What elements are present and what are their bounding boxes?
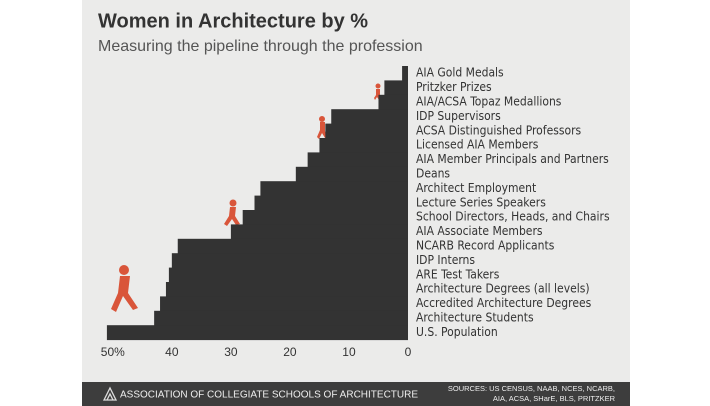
category-label: Lecture Series Speakers xyxy=(416,195,546,209)
bar xyxy=(160,296,408,312)
x-tick-label: 30 xyxy=(224,345,238,359)
bar xyxy=(230,224,408,240)
category-label: Architecture Students xyxy=(416,311,534,325)
x-tick-label: 20 xyxy=(283,345,297,359)
bar xyxy=(295,166,408,182)
category-label: School Directors, Heads, and Chairs xyxy=(416,210,610,224)
footer-bar xyxy=(82,382,630,406)
category-label: IDP Interns xyxy=(416,253,475,267)
category-label: Deans xyxy=(416,167,450,181)
category-label: Licensed AIA Members xyxy=(416,138,539,152)
category-label: ARE Test Takers xyxy=(416,267,500,281)
bar xyxy=(177,238,408,254)
x-tick-label: 10 xyxy=(342,345,356,359)
bar xyxy=(154,310,408,326)
category-label: Pritzker Prizes xyxy=(416,80,492,94)
bar xyxy=(260,181,408,197)
bar xyxy=(307,152,408,168)
bar xyxy=(402,66,408,81)
x-tick-label: 40 xyxy=(165,345,179,359)
bar xyxy=(331,109,408,125)
bar xyxy=(242,210,408,225)
category-label: Architecture Degrees (all levels) xyxy=(416,282,590,296)
x-tick-label: 50% xyxy=(101,345,125,359)
bar xyxy=(378,94,408,110)
bar xyxy=(325,123,408,139)
category-label: NCARB Record Applicants xyxy=(416,239,555,253)
climber-figures xyxy=(111,83,382,312)
bar xyxy=(171,253,408,269)
category-label: Architect Employment xyxy=(416,181,536,195)
category-label: AIA/ACSA Topaz Medallions xyxy=(416,95,562,109)
bar xyxy=(168,267,408,283)
footer-sources: AIA, ACSA, SHarE, BLS, PRITZKER xyxy=(493,394,616,403)
bar xyxy=(384,80,408,96)
category-label: AIA Gold Medals xyxy=(416,66,504,80)
bar xyxy=(254,195,408,211)
bar xyxy=(106,325,409,341)
category-label: U.S. Population xyxy=(416,325,498,339)
category-label: ACSA Distinguished Professors xyxy=(416,123,582,137)
bar xyxy=(165,282,408,297)
category-label: Accredited Architecture Degrees xyxy=(416,296,592,310)
category-label: IDP Supervisors xyxy=(416,109,501,123)
logo xyxy=(102,386,118,401)
category-label: AIA Member Principals and Partners xyxy=(416,152,609,166)
chart-subtitle: Measuring the pipeline through the profe… xyxy=(98,38,423,55)
bar xyxy=(319,138,408,153)
footer-organization: ASSOCIATION OF COLLEGIATE SCHOOLS OF ARC… xyxy=(120,390,418,401)
x-tick-label: 0 xyxy=(405,345,412,359)
chart-title: Women in Architecture by % xyxy=(98,10,368,32)
footer-sources: SOURCES: US CENSUS, NAAB, NCES, NCARB, xyxy=(448,384,615,393)
category-label: AIA Associate Members xyxy=(416,224,543,238)
